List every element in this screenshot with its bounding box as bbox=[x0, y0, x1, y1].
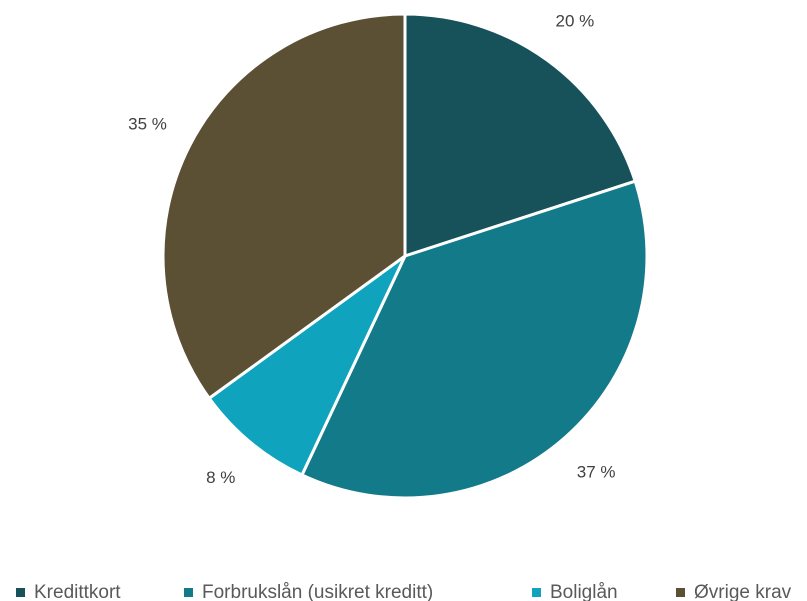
data-label: 8 % bbox=[206, 468, 235, 487]
legend-swatch bbox=[16, 588, 25, 597]
legend-swatch bbox=[184, 588, 193, 597]
legend-label: Øvrige krav bbox=[694, 582, 792, 601]
pie-slice bbox=[207, 254, 407, 477]
data-label: 20 % bbox=[555, 12, 594, 31]
legend-label: Boliglån bbox=[550, 582, 618, 601]
pie-slice bbox=[299, 179, 649, 500]
legend-label: Forbrukslån (usikret kreditt) bbox=[202, 582, 433, 601]
legend-label: Kredittkort bbox=[34, 582, 121, 601]
data-label: 37 % bbox=[577, 462, 616, 481]
pie-slice bbox=[403, 12, 638, 259]
pie-slice bbox=[161, 12, 407, 401]
legend-swatch bbox=[676, 588, 685, 597]
legend-swatch bbox=[532, 588, 541, 597]
data-label: 35 % bbox=[128, 114, 167, 133]
